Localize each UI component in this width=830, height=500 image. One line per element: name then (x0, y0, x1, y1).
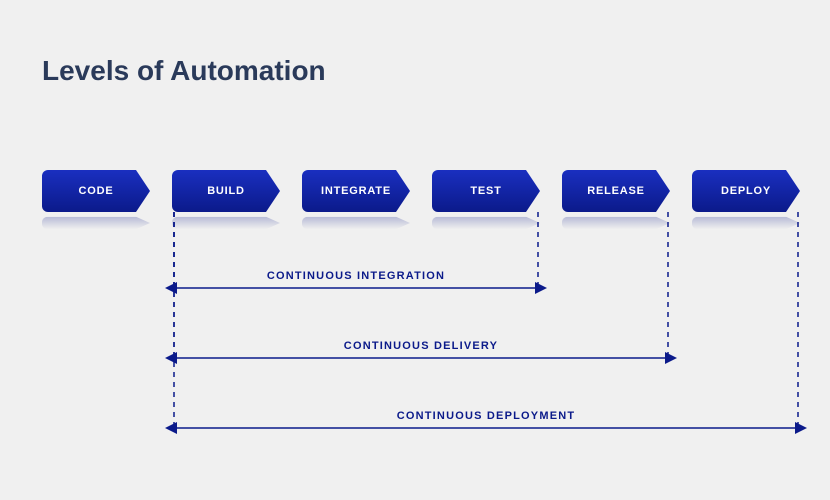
page-title: Levels of Automation (42, 55, 326, 87)
stage-label: RELEASE (587, 185, 645, 197)
bracket-label: CONTINUOUS DELIVERY (344, 340, 498, 352)
stage-code: CODE (42, 170, 150, 212)
stage-row: CODE BUILD INTEGRATE TEST RELEASE DEPLOY (42, 170, 800, 212)
stage-test: TEST (432, 170, 540, 212)
stage-label: CODE (79, 185, 114, 197)
stage-reflection (562, 217, 670, 230)
stage-reflection (172, 217, 280, 230)
stage-label: DEPLOY (721, 185, 771, 197)
stage-label: TEST (470, 185, 501, 197)
stage-release: RELEASE (562, 170, 670, 212)
stage-label: INTEGRATE (321, 185, 391, 197)
stage-deploy: DEPLOY (692, 170, 800, 212)
stage-label: BUILD (207, 185, 245, 197)
stage-reflection (42, 217, 150, 230)
stage-build: BUILD (172, 170, 280, 212)
bracket-label: CONTINUOUS INTEGRATION (267, 270, 445, 282)
stage-reflection (432, 217, 540, 230)
stage-reflection (302, 217, 410, 230)
stage-reflection (692, 217, 800, 230)
stage-integrate: INTEGRATE (302, 170, 410, 212)
bracket-label: CONTINUOUS DEPLOYMENT (397, 410, 576, 422)
